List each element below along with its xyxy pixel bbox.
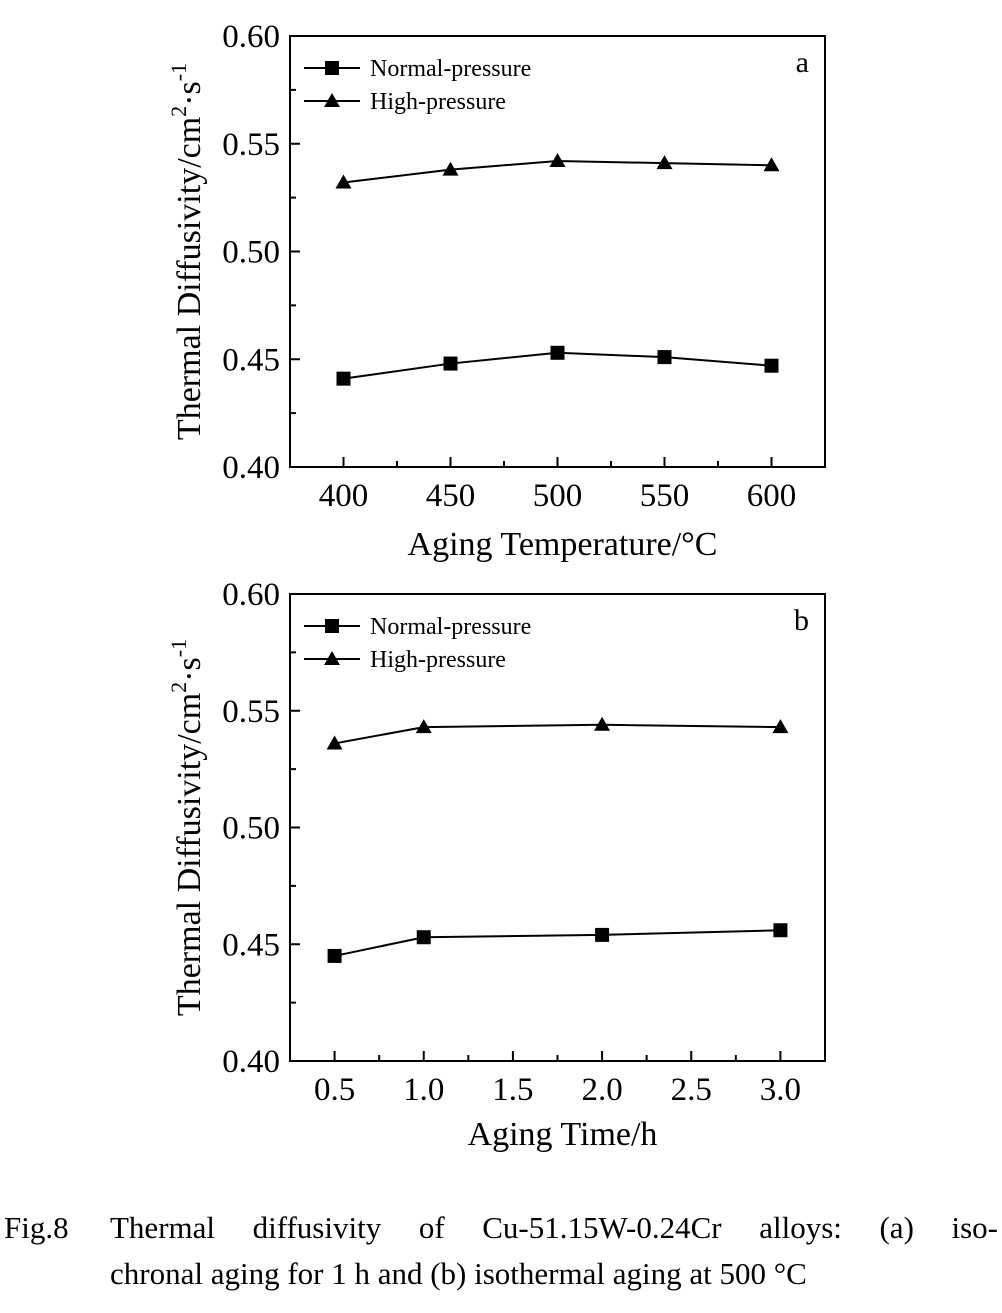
series-high-pressure: [326, 716, 789, 750]
data-point: [415, 719, 432, 734]
caption-line-2: chronal aging for 1 h and (b) isothermal…: [110, 1256, 807, 1291]
y-tick-label: 0.55: [222, 127, 280, 163]
legend: Normal-pressure High-pressure: [304, 56, 531, 115]
series-high-pressure: [335, 152, 780, 189]
series-line: [334, 723, 781, 745]
data-point: [594, 716, 611, 731]
legend: Normal-pressure High-pressure: [304, 614, 531, 673]
x-tick-label: 450: [426, 478, 476, 514]
y-tick-label: 0.60: [222, 19, 280, 55]
y-axis-label-base: Thermal Diffusivity/cm: [171, 693, 208, 1016]
panel-label-b: b: [794, 604, 809, 637]
y-axis-label-sup-neg1: -1: [166, 639, 191, 657]
data-point: [336, 371, 351, 386]
data-point: [764, 358, 779, 373]
x-axis-label: Aging Time/h: [468, 1116, 658, 1153]
caption-line-1: Thermal diffusivity of Cu-51.15W-0.24Cr …: [110, 1210, 998, 1245]
data-point: [327, 948, 342, 963]
data-point: [549, 152, 566, 167]
legend-label: High-pressure: [370, 647, 506, 673]
x-tick-label: 500: [533, 478, 583, 514]
y-axis-label-mid: ·s: [171, 81, 208, 106]
x-tick-label: 1.5: [492, 1072, 533, 1108]
x-tick-label: 0.5: [314, 1072, 355, 1108]
y-axis-label-sup-neg1: -1: [166, 63, 191, 81]
y-tick-label: 0.60: [222, 577, 280, 613]
data-point: [443, 356, 458, 371]
y-tick-label: 0.40: [222, 1044, 280, 1080]
x-axis-label: Aging Temperature/°C: [408, 526, 718, 563]
caption-label: Fig.8: [4, 1210, 69, 1245]
y-axis-label-mid: ·s: [171, 657, 208, 682]
legend-marker: [325, 61, 339, 75]
data-point: [550, 345, 565, 360]
y-tick-label: 0.50: [222, 811, 280, 847]
series-line: [334, 929, 781, 957]
legend-marker: [324, 93, 340, 107]
data-point: [763, 157, 780, 172]
y-axis-label-base: Thermal Diffusivity/cm: [171, 117, 208, 440]
x-tick-label: 550: [640, 478, 690, 514]
legend-marker: [325, 619, 339, 633]
x-tick-label: 1.0: [403, 1072, 444, 1108]
data-point: [442, 161, 459, 176]
figure-caption: Fig.8 Thermal diffusivity of Cu-51.15W-0…: [0, 1205, 1002, 1297]
chart-panel-b: 0.40 0.45 0.50 0.55 0.60 0.5 1.0 1.5 2.0 2.5 3.0 Ag…: [166, 577, 826, 1153]
y-tick-label: 0.50: [222, 235, 280, 271]
y-tick-label: 0.40: [222, 450, 280, 486]
data-point: [595, 927, 610, 942]
x-tick-label: 400: [319, 478, 369, 514]
data-point: [657, 350, 672, 365]
y-axis-label: Thermal Diffusivity/cm2·s-1: [166, 63, 208, 440]
data-point: [656, 155, 673, 170]
legend-label: Normal-pressure: [370, 56, 531, 82]
x-tick-label: 600: [747, 478, 797, 514]
data-point: [416, 930, 431, 945]
y-tick-label: 0.55: [222, 694, 280, 730]
series-normal-pressure: [336, 345, 779, 386]
legend-label: Normal-pressure: [370, 614, 531, 640]
legend-label: High-pressure: [370, 89, 506, 115]
data-point: [335, 174, 352, 189]
x-tick-label: 2.0: [581, 1072, 622, 1108]
y-tick-label: 0.45: [222, 342, 280, 378]
panel-label-a: a: [796, 46, 809, 79]
y-axis-label: Thermal Diffusivity/cm2·s-1: [166, 639, 208, 1016]
figure-charts: 0.40 0.45 0.50 0.55 0.60 400 450 500 550 600 Aging…: [166, 19, 826, 1153]
legend-marker: [324, 651, 340, 665]
series-normal-pressure: [327, 923, 788, 963]
y-tick-label: 0.45: [222, 927, 280, 963]
y-axis-label-sup-2: 2: [166, 682, 191, 693]
data-point: [772, 719, 789, 734]
y-axis-label-sup-2: 2: [166, 106, 191, 117]
chart-panel-a: 0.40 0.45 0.50 0.55 0.60 400 450 500 550 600 Aging…: [166, 19, 826, 563]
data-point: [773, 923, 788, 938]
data-point: [326, 735, 343, 750]
x-tick-label: 3.0: [760, 1072, 801, 1108]
x-tick-label: 2.5: [671, 1072, 712, 1108]
